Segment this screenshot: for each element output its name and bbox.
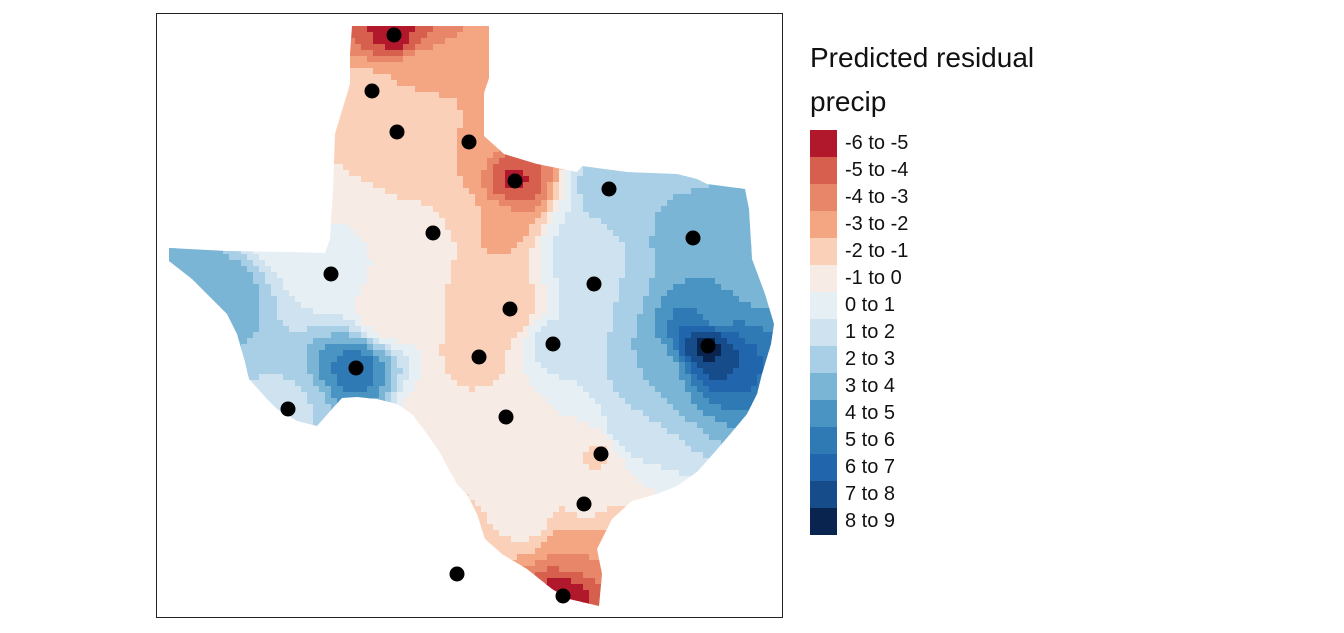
legend-label: 2 to 3	[845, 348, 896, 370]
residual-map	[169, 26, 774, 606]
station-point	[555, 588, 571, 604]
station-point	[323, 266, 339, 282]
legend-label: 6 to 7	[845, 456, 896, 478]
station-point	[685, 230, 701, 246]
legend: Predicted residual precip -6 to -5 -5 to …	[810, 36, 1110, 535]
legend-label: 3 to 4	[845, 375, 896, 397]
legend-label: -2 to -1	[845, 240, 909, 262]
map-panel	[156, 13, 783, 618]
legend-label: 5 to 6	[845, 429, 896, 451]
station-point	[386, 27, 402, 43]
legend-title-line1: Predicted residual	[810, 42, 1035, 73]
legend-item: 4 to 5	[810, 400, 1110, 427]
legend-item: 1 to 2	[810, 319, 1110, 346]
legend-label: -6 to -5	[845, 132, 909, 154]
station-point	[449, 566, 465, 582]
station-point	[389, 124, 405, 140]
station-point	[425, 225, 441, 241]
legend-item: -6 to -5	[810, 130, 1110, 157]
legend-swatch	[810, 238, 837, 265]
legend-swatch	[810, 184, 837, 211]
legend-item: 2 to 3	[810, 346, 1110, 373]
legend-item: 3 to 4	[810, 373, 1110, 400]
station-points	[280, 27, 716, 604]
station-point	[348, 360, 364, 376]
legend-title: Predicted residual precip	[810, 36, 1110, 124]
station-point	[593, 446, 609, 462]
legend-swatch	[810, 346, 837, 373]
station-point	[576, 496, 592, 512]
legend-label: 8 to 9	[845, 510, 896, 532]
station-point	[498, 409, 514, 425]
station-point	[601, 181, 617, 197]
legend-swatch	[810, 481, 837, 508]
legend-label: 1 to 2	[845, 321, 896, 343]
legend-item: -1 to 0	[810, 265, 1110, 292]
station-point	[502, 301, 518, 317]
legend-swatch	[810, 211, 837, 238]
station-point	[545, 336, 561, 352]
legend-label: -1 to 0	[845, 267, 902, 289]
station-point	[364, 83, 380, 99]
legend-swatch	[810, 373, 837, 400]
legend-label: -4 to -3	[845, 186, 909, 208]
legend-swatch	[810, 427, 837, 454]
station-point	[280, 401, 296, 417]
legend-item: 6 to 7	[810, 454, 1110, 481]
legend-entries: -6 to -5 -5 to -4 -4 to -3 -3 to -2 -2 to -1…	[810, 130, 1110, 535]
legend-item: -3 to -2	[810, 211, 1110, 238]
legend-swatch	[810, 400, 837, 427]
legend-label: -5 to -4	[845, 159, 909, 181]
legend-swatch	[810, 157, 837, 184]
legend-title-line2: precip	[810, 86, 887, 117]
station-point	[700, 338, 716, 354]
legend-item: -4 to -3	[810, 184, 1110, 211]
legend-label: 0 to 1	[845, 294, 896, 316]
station-point	[461, 134, 477, 150]
legend-item: -5 to -4	[810, 157, 1110, 184]
legend-swatch	[810, 508, 837, 535]
legend-item: 8 to 9	[810, 508, 1110, 535]
legend-swatch	[810, 454, 837, 481]
legend-swatch	[810, 292, 837, 319]
legend-item: 5 to 6	[810, 427, 1110, 454]
legend-swatch	[810, 130, 837, 157]
station-point	[507, 173, 523, 189]
station-point	[586, 276, 602, 292]
legend-label: 4 to 5	[845, 402, 896, 424]
legend-label: 7 to 8	[845, 483, 896, 505]
station-point	[471, 349, 487, 365]
legend-item: 0 to 1	[810, 292, 1110, 319]
legend-swatch	[810, 265, 837, 292]
legend-swatch	[810, 319, 837, 346]
legend-item: 7 to 8	[810, 481, 1110, 508]
legend-label: -3 to -2	[845, 213, 909, 235]
legend-item: -2 to -1	[810, 238, 1110, 265]
